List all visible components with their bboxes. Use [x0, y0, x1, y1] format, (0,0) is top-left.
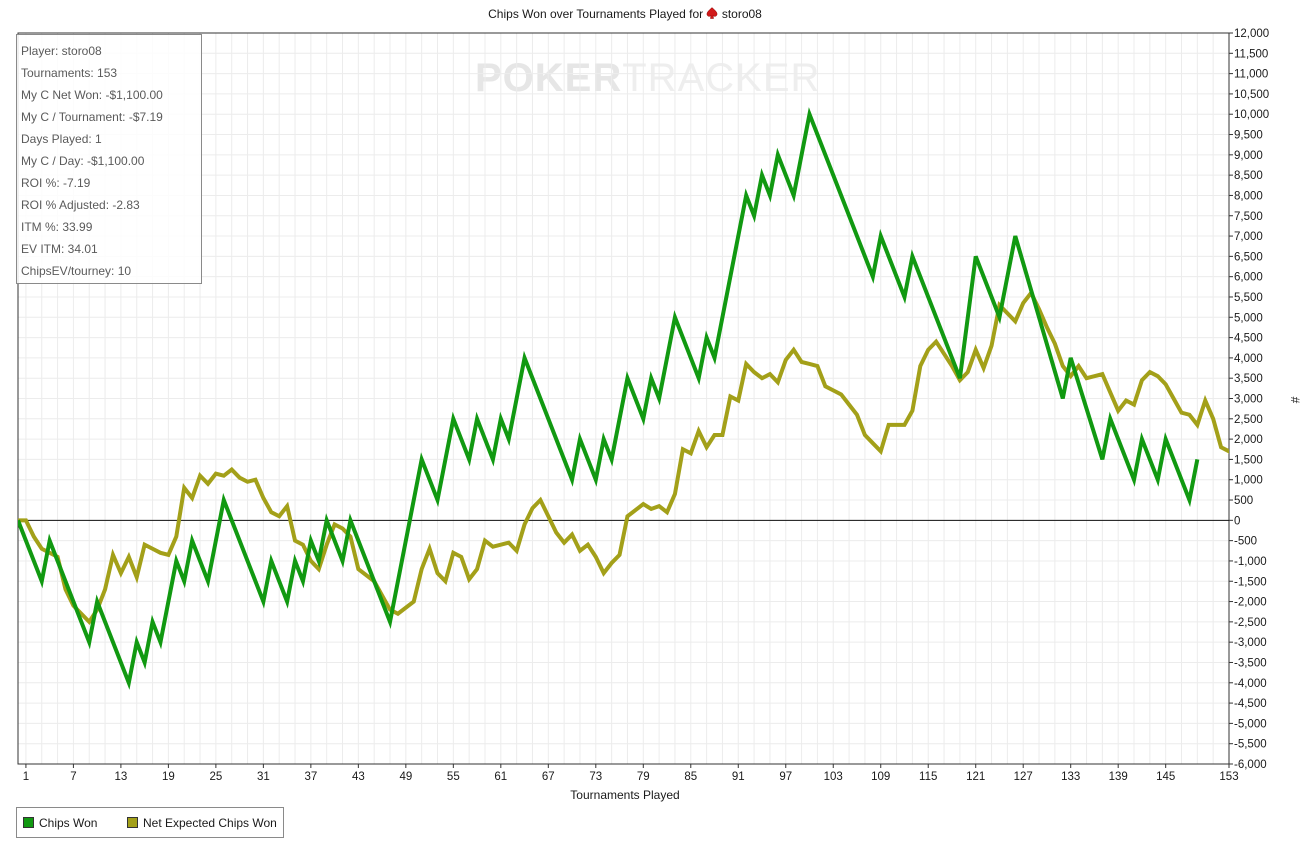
x-tick-label: 133	[1061, 771, 1080, 783]
chart-title-player: storo08	[721, 7, 762, 21]
net-expected-chips-won-line	[18, 289, 1229, 626]
y-tick-label: 10,000	[1234, 109, 1269, 121]
y-tick-label: -2,500	[1234, 617, 1267, 629]
y-tick-label: 2,000	[1234, 434, 1263, 446]
x-tick-label: 43	[352, 771, 365, 783]
x-tick-label: 1	[23, 771, 29, 783]
legend-label: Net Expected Chips Won	[143, 816, 277, 830]
stat-line: Tournaments: 153	[21, 66, 118, 80]
stat-line: ITM %: 33.99	[21, 220, 93, 234]
x-tick-label: 153	[1219, 771, 1238, 783]
y-tick-label: -1,500	[1234, 576, 1267, 588]
y-tick-label: 5,500	[1234, 292, 1263, 304]
x-tick-label: 97	[779, 771, 792, 783]
x-tick-label: 13	[114, 771, 127, 783]
y-tick-label: 8,000	[1234, 190, 1263, 202]
y-tick-label: -3,500	[1234, 657, 1267, 669]
y-tick-label: 9,000	[1234, 150, 1263, 162]
y-tick-label: -6,000	[1234, 759, 1267, 771]
y-tick-label: 4,500	[1234, 333, 1263, 345]
y-tick-label: 10,500	[1234, 89, 1269, 101]
y-tick-label: 6,500	[1234, 251, 1263, 263]
stats-box: Player: storo08 Tournaments: 153 My C Net …	[16, 34, 202, 284]
y-tick-label: -3,000	[1234, 637, 1267, 649]
y-tick-label: 0	[1234, 515, 1240, 527]
x-tick-label: 91	[732, 771, 745, 783]
stat-line: ROI % Adjusted: -2.83	[21, 198, 140, 212]
x-tick-label: 127	[1014, 771, 1033, 783]
y-tick-label: 3,500	[1234, 373, 1263, 385]
y-tick-label: 6,000	[1234, 272, 1263, 284]
x-tick-label: 85	[684, 771, 697, 783]
y-tick-label: -5,000	[1234, 718, 1267, 730]
legend-label: Chips Won	[39, 816, 98, 830]
y-tick-label: 7,500	[1234, 211, 1263, 223]
spade-icon	[707, 7, 718, 19]
y-tick-label: 11,000	[1234, 69, 1268, 81]
stat-line: ChipsEV/tourney: 10	[21, 264, 132, 278]
stat-line: Days Played: 1	[21, 132, 102, 146]
axis-layer: -6,000 -5,500 -5,000 -4,500 -4,000 -3,500 -3,0…	[17, 28, 1269, 783]
x-tick-label: 79	[637, 771, 650, 783]
y-tick-label: 12,000	[1234, 28, 1269, 40]
y-tick-label: -1,000	[1234, 556, 1267, 568]
x-tick-label: 67	[542, 771, 555, 783]
y-tick-label: 4,000	[1234, 353, 1263, 365]
x-tick-label: 145	[1156, 771, 1175, 783]
y-tick-label: 3,000	[1234, 394, 1263, 406]
x-tick-label: 25	[209, 771, 222, 783]
y-tick-label: 7,000	[1234, 231, 1263, 243]
y-tick-label: 8,500	[1234, 170, 1263, 182]
x-tick-label: 103	[824, 771, 843, 783]
watermark-right: TRACKER	[622, 56, 821, 100]
stat-line: Player: storo08	[21, 44, 102, 58]
stat-line: My C / Tournament: -$7.19	[21, 110, 163, 124]
y-tick-label: 1,500	[1234, 454, 1263, 466]
legend-swatch	[23, 817, 34, 828]
legend-item[interactable]: Net Expected Chips Won	[127, 816, 277, 830]
grid-layer	[18, 32, 1230, 765]
y-tick-label: 1,000	[1234, 475, 1263, 487]
x-tick-label: 19	[162, 771, 175, 783]
y-tick-label: -500	[1234, 536, 1257, 548]
x-tick-label: 49	[399, 771, 412, 783]
x-tick-label: 115	[919, 771, 937, 783]
chart-title-prefix: Chips Won over Tournaments Played for	[488, 7, 704, 21]
x-tick-label: 37	[304, 771, 317, 783]
y-tick-label: 500	[1234, 495, 1253, 507]
stat-line: EV ITM: 34.01	[21, 242, 98, 256]
y-tick-label: 5,000	[1234, 312, 1263, 324]
x-tick-label: 55	[447, 771, 460, 783]
y-tick-label: -4,000	[1234, 678, 1267, 690]
series-layer	[18, 107, 1229, 690]
legend-item[interactable]: Chips Won	[23, 816, 97, 830]
y-axis-title: #	[1288, 397, 1302, 404]
x-tick-label: 31	[257, 771, 270, 783]
chart-title: Chips Won over Tournaments Played for st…	[0, 7, 1250, 21]
x-tick-label: 139	[1109, 771, 1128, 783]
legend-swatch	[127, 817, 138, 828]
chips-won-line	[18, 107, 1200, 690]
y-tick-label: -4,500	[1234, 698, 1267, 710]
x-axis-title: Tournaments Played	[570, 788, 679, 802]
x-tick-label: 61	[494, 771, 507, 783]
x-tick-label: 7	[70, 771, 76, 783]
stat-line: My C / Day: -$1,100.00	[21, 154, 145, 168]
y-tick-label: -5,500	[1234, 739, 1267, 751]
y-tick-label: 2,500	[1234, 414, 1263, 426]
stat-line: My C Net Won: -$1,100.00	[21, 88, 163, 102]
y-tick-label: -2,000	[1234, 597, 1267, 609]
pokertracker-watermark: POKERTRACKER	[475, 56, 820, 101]
stat-line: ROI %: -7.19	[21, 176, 91, 190]
legend: Chips Won Net Expected Chips Won	[16, 807, 284, 838]
y-tick-label: 9,500	[1234, 130, 1263, 142]
x-tick-label: 109	[871, 771, 890, 783]
x-tick-label: 121	[966, 771, 985, 783]
y-tick-label: 11,500	[1234, 48, 1268, 60]
x-tick-label: 73	[589, 771, 602, 783]
